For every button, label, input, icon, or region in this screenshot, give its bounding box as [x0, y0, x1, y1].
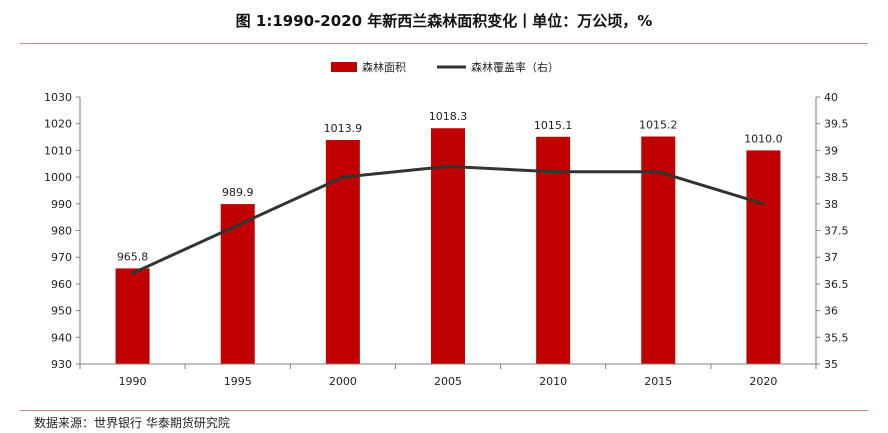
bar-forest-area — [220, 204, 255, 364]
bar-data-label: 1015.1 — [534, 119, 573, 132]
right-tick-label: 39 — [824, 144, 838, 157]
right-tick-label: 35.5 — [824, 331, 849, 344]
left-tick-label: 1030 — [44, 91, 72, 104]
right-tick-label: 40 — [824, 91, 838, 104]
x-tick-label: 2005 — [434, 375, 462, 388]
right-tick-label: 37.5 — [824, 225, 849, 238]
bar-data-label: 965.8 — [117, 250, 149, 263]
left-tick-label: 1000 — [44, 171, 72, 184]
bar-forest-area — [115, 268, 150, 364]
title-divider — [20, 43, 868, 44]
left-tick-label: 950 — [51, 305, 72, 318]
bar-data-label: 1010.0 — [744, 132, 783, 145]
legend-label-bar: 森林面积 — [362, 60, 406, 74]
bar-data-label: 1013.9 — [324, 122, 363, 135]
left-tick-label: 940 — [51, 331, 72, 344]
legend-label-line: 森林覆盖率（右） — [471, 60, 559, 74]
left-tick-label: 930 — [51, 358, 72, 371]
bar-data-label: 989.9 — [222, 186, 254, 199]
x-tick-label: 1990 — [119, 375, 147, 388]
right-tick-label: 39.5 — [824, 118, 849, 131]
forest-area-chart: 930 940 950 960 970 980 990 1000 1010 1020 1030 35 3… — [44, 60, 849, 388]
left-tick-label: 1020 — [44, 118, 72, 131]
chart-title: 图 1:1990-2020 年新西兰森林面积变化丨单位：万公顷，% — [235, 12, 653, 30]
bar-forest-area — [746, 150, 781, 364]
bar-forest-area — [325, 139, 360, 364]
left-tick-label: 970 — [51, 251, 72, 264]
footer-divider — [20, 410, 868, 411]
right-tick-label: 38 — [824, 198, 838, 211]
bar-data-label: 1018.3 — [429, 110, 468, 123]
x-tick-label: 2020 — [749, 375, 777, 388]
right-tick-label: 38.5 — [824, 171, 849, 184]
line-forest-coverage — [131, 164, 765, 275]
x-tick-label: 2015 — [644, 375, 672, 388]
x-tick-label: 1995 — [224, 375, 252, 388]
legend-swatch-bar — [331, 62, 357, 72]
left-tick-label: 1010 — [44, 144, 72, 157]
bar-forest-area — [431, 128, 465, 364]
bar-forest-area — [536, 136, 571, 364]
right-tick-label: 36 — [824, 305, 838, 318]
bar-data-label: 1015.2 — [639, 119, 678, 132]
left-tick-label: 990 — [51, 198, 72, 211]
data-source: 数据来源：世界银行 华泰期货研究院 — [34, 416, 230, 430]
x-tick-label: 2000 — [329, 375, 357, 388]
right-tick-label: 37 — [824, 251, 838, 264]
left-tick-label: 980 — [51, 225, 72, 238]
x-tick-label: 2010 — [539, 375, 567, 388]
left-tick-label: 960 — [51, 278, 72, 291]
right-tick-label: 35 — [824, 358, 838, 371]
right-tick-label: 36.5 — [824, 278, 849, 291]
